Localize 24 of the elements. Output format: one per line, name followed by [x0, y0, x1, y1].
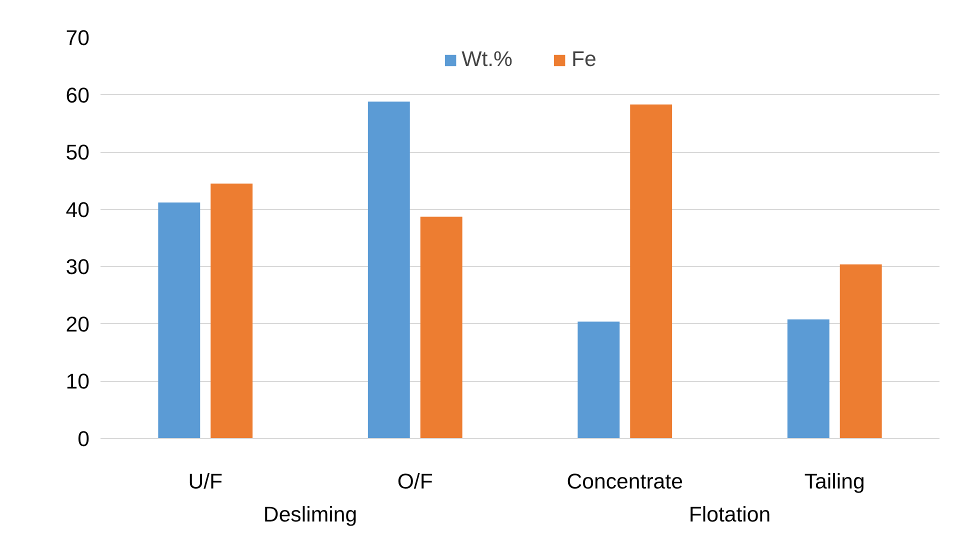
text: Desliming: [263, 502, 358, 526]
bar: [578, 322, 620, 438]
y-tick-label: 20: [66, 312, 90, 336]
bar: [210, 184, 253, 438]
x-tick-label: Concentrate: [566, 470, 683, 494]
text: Flotation: [688, 502, 771, 526]
x-tick-label: Tailing: [804, 470, 865, 494]
x-tick-label: U/F: [188, 470, 223, 494]
bar: [420, 216, 462, 438]
y-tick-label: 70: [66, 26, 90, 50]
y-tick-label: 60: [66, 83, 90, 108]
bar: [787, 319, 830, 438]
y-tick-label: 50: [66, 140, 90, 165]
x-tick-label: O/F: [397, 470, 433, 494]
bar: [158, 202, 200, 438]
bar: [840, 264, 882, 438]
y-tick-label: 0: [78, 427, 90, 451]
bar: [630, 104, 672, 438]
y-tick-label: 30: [66, 255, 90, 280]
bar: [368, 102, 410, 438]
legend-label: Wt.%: [462, 47, 513, 72]
y-tick-label: 10: [66, 370, 90, 394]
legend-label: Fe: [572, 47, 596, 72]
y-tick-label: 40: [66, 198, 90, 222]
